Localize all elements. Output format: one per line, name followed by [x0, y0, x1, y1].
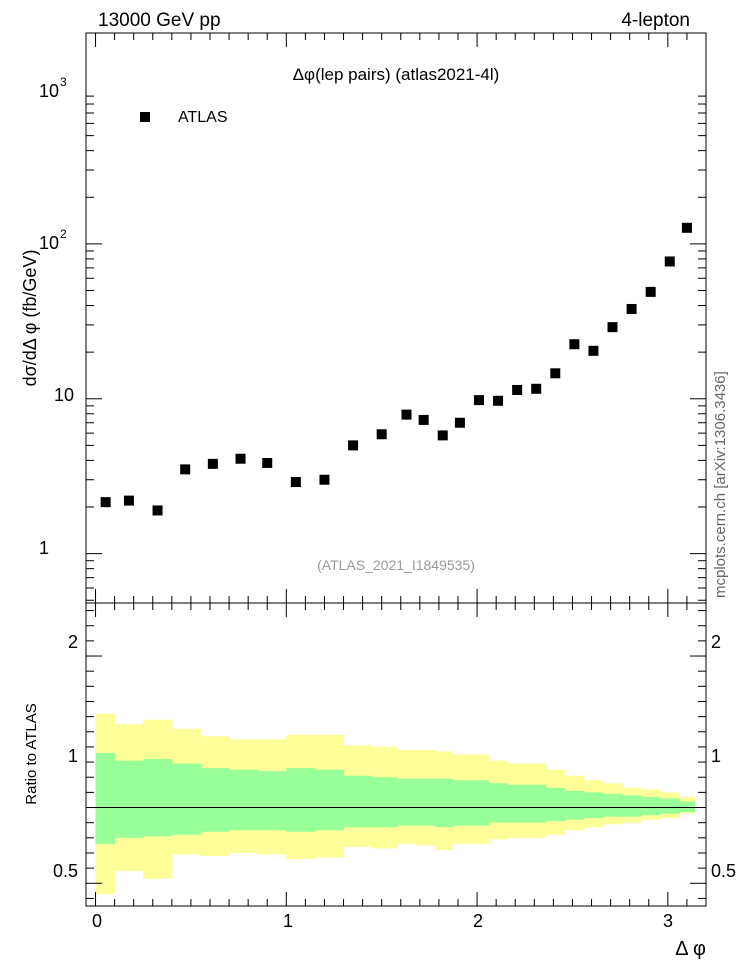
x-axis-label: Δ φ [675, 938, 706, 960]
main-ytick-label-1000: 10 [39, 81, 59, 101]
ratio-plot-frame [85, 602, 707, 907]
header-left: 13000 GeV pp [98, 10, 221, 31]
data-point-0 [100, 497, 111, 508]
main-ytick-label-1: 1 [39, 538, 49, 558]
side-label: mcplots.cern.ch [arXiv:1306.3436] [712, 371, 729, 598]
ratio-band-inner-bin-23 [622, 795, 642, 817]
data-point-12 [418, 414, 429, 425]
ratio-band-inner-bin-9 [343, 775, 373, 828]
ratio-band-inner-bin-3 [171, 763, 202, 835]
data-point-21 [588, 345, 599, 356]
data-point-10 [376, 429, 387, 440]
data-point-17 [512, 384, 523, 395]
main-title: Δφ(lep pairs) (atlas2021-4l) [293, 65, 500, 84]
ratio-band-inner-bin-14 [452, 780, 471, 826]
ratio-band-inner-bin-22 [602, 793, 623, 817]
ratio-band-inner-bin-8 [314, 769, 345, 831]
data-point-8 [319, 474, 330, 485]
watermark: (ATLAS_2021_I1849535) [317, 557, 475, 573]
main-ytick-label-10: 10 [54, 385, 74, 405]
data-point-14 [454, 417, 465, 428]
data-point-7 [290, 477, 301, 488]
data-point-13 [437, 430, 448, 441]
data-point-3 [180, 464, 191, 475]
ratio-band-inner-bin-5 [229, 769, 259, 831]
legend-entry-atlas: ATLAS [178, 109, 228, 126]
data-point-24 [645, 286, 656, 297]
data-point-4 [207, 458, 218, 469]
data-point-6 [262, 457, 273, 468]
main-y-tick-labels: 1 10 10 2 10 3 [39, 75, 74, 558]
ratio-axis-ticks [86, 603, 707, 906]
main-ytick-label-100: 10 [39, 233, 59, 253]
data-point-22 [607, 322, 618, 333]
header-right: 4-lepton [621, 10, 690, 31]
ratio-band-inner-bin-2 [143, 759, 173, 837]
data-point-1 [123, 495, 134, 506]
ratio-band-inner-bin-20 [564, 790, 585, 820]
ratio-band-inner-bin-10 [372, 777, 398, 828]
ratio-band-inner-bin-1 [114, 760, 144, 838]
main-data-points [100, 222, 692, 516]
ratio-band-inner-bin-15 [469, 780, 490, 826]
ratio-y-tick-labels-right: 0.5 1 2 [711, 632, 736, 881]
ratio-band-inner-bin-6 [257, 771, 287, 831]
data-point-23 [626, 303, 637, 314]
main-ytick-sup-2: 2 [60, 227, 67, 241]
ratio-uncertainty-bands [95, 713, 696, 894]
ratio-band-inner-bin-21 [583, 792, 604, 819]
data-point-25 [664, 256, 675, 267]
data-point-19 [550, 368, 561, 379]
data-point-20 [569, 339, 580, 350]
ratio-band-inner-bin-4 [200, 768, 230, 832]
ratio-band-inner-bin-7 [286, 768, 316, 832]
xtick-label-3: 3 [663, 911, 673, 931]
main-y-axis-label: dσ/dΔ φ (fb/GeV) [20, 250, 40, 387]
xtick-label-1: 1 [283, 911, 293, 931]
ratio-y-tick-labels-left: 0.5 1 2 [53, 632, 78, 881]
ratio-ytick-label-right-2: 2 [711, 632, 721, 652]
ratio-ytick-label-right-0.5: 0.5 [711, 861, 736, 881]
ratio-ytick-label-0.5: 0.5 [53, 861, 78, 881]
xtick-label-2: 2 [473, 911, 483, 931]
main-panel: Δφ(lep pairs) (atlas2021-4l) (ATLAS_2021… [20, 32, 707, 604]
main-ytick-sup-3: 3 [60, 75, 67, 89]
data-point-9 [348, 440, 359, 451]
ratio-band-inner-bin-12 [416, 778, 436, 826]
ratio-band-inner-bin-24 [641, 796, 661, 816]
ratio-y-axis-label: Ratio to ATLAS [23, 703, 40, 804]
ratio-ytick-label-right-1: 1 [711, 746, 721, 766]
data-point-26 [681, 222, 692, 233]
ratio-band-inner-bin-25 [660, 798, 680, 814]
main-axis-ticks [86, 33, 707, 603]
data-point-16 [493, 395, 504, 406]
ratio-ytick-label-1: 1 [68, 746, 78, 766]
xtick-label-0: 0 [92, 911, 102, 931]
x-tick-labels: 0 1 2 3 [92, 911, 673, 931]
ratio-band-inner-bin-13 [435, 778, 453, 828]
ratio-band-inner-bin-16 [488, 783, 509, 823]
legend: ATLAS [140, 109, 228, 126]
ratio-band-inner-bin-17 [507, 784, 528, 823]
data-point-11 [401, 409, 412, 420]
data-point-15 [473, 395, 484, 406]
ratio-ytick-label-2: 2 [68, 632, 78, 652]
ratio-panel: Ratio to ATLAS 0.5 1 2 0.5 1 2 0 1 2 3 Δ… [23, 602, 736, 960]
data-point-2 [152, 505, 163, 516]
ratio-band-inner-bin-0 [95, 752, 116, 844]
data-point-5 [235, 453, 246, 464]
legend-marker [140, 112, 150, 122]
ratio-band-inner-bin-26 [679, 801, 696, 813]
ratio-band-inner-bin-11 [396, 778, 417, 826]
ratio-band-inner-bin-19 [545, 787, 566, 822]
ratio-band-inner-bin-18 [526, 784, 547, 823]
data-point-18 [531, 383, 542, 394]
